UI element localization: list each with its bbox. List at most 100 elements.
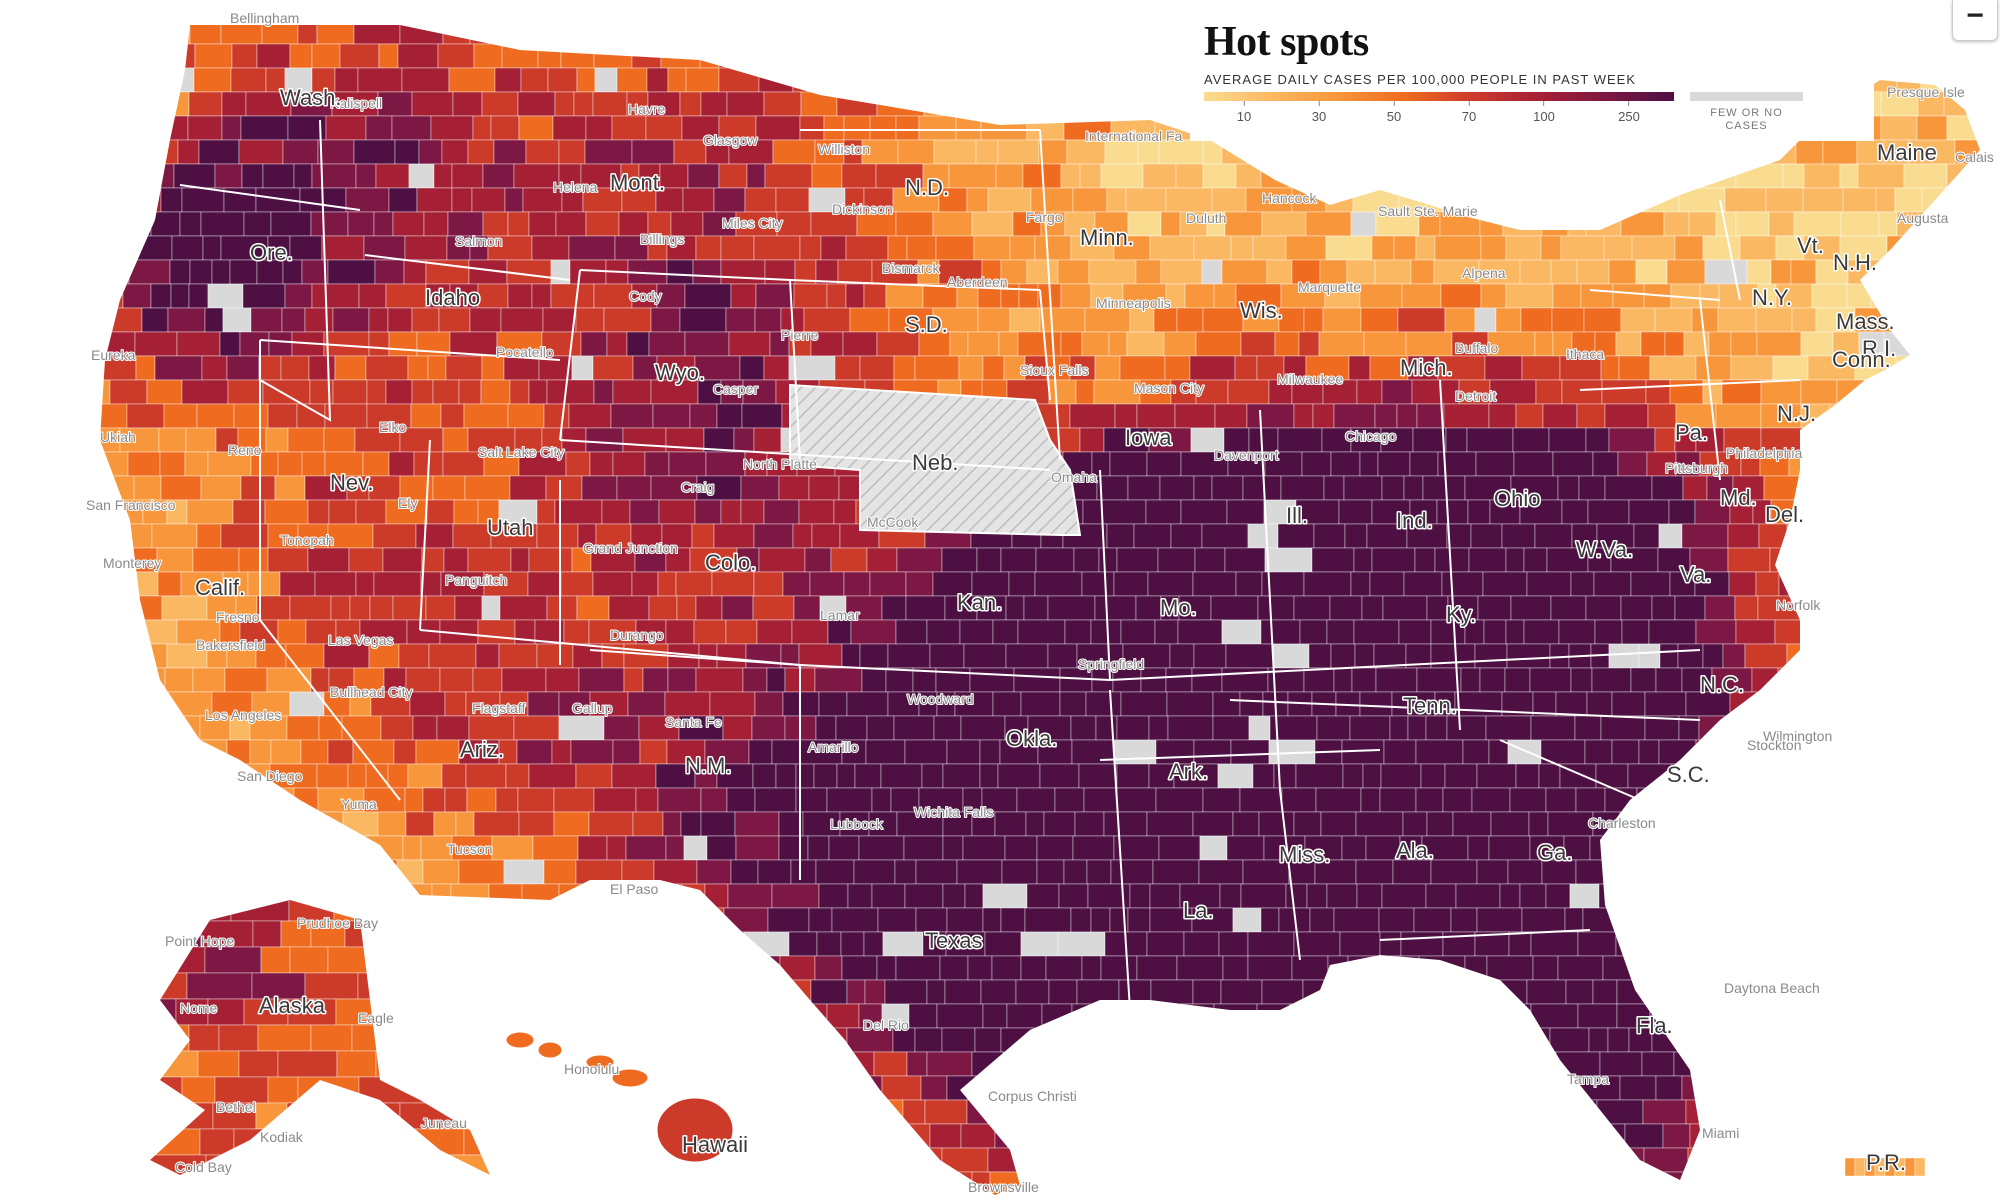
county-cell xyxy=(793,595,821,621)
county-cell xyxy=(1218,931,1249,957)
hawaii-county-fill xyxy=(505,1031,734,1163)
zoom-out-button[interactable]: − xyxy=(1952,0,1998,41)
county-cell xyxy=(1914,283,1940,309)
county-cell xyxy=(547,67,578,93)
county-cell xyxy=(631,571,659,597)
city-label: Alpena xyxy=(1462,265,1506,281)
county-cell xyxy=(733,427,755,453)
county-cell xyxy=(1024,1147,1047,1173)
county-cell xyxy=(863,187,894,213)
borough-cell xyxy=(200,920,254,948)
county-cell xyxy=(1740,1147,1784,1173)
hawaii-island xyxy=(611,1068,649,1088)
county-cell xyxy=(1245,187,1293,213)
county-cell xyxy=(1116,715,1150,741)
county-cell xyxy=(593,379,614,405)
city-label: Wichita Falls xyxy=(914,804,993,820)
county-cell xyxy=(277,451,303,477)
county-cell xyxy=(837,67,872,93)
county-cell xyxy=(1802,1123,1837,1149)
county-cell xyxy=(720,499,742,525)
county-cell xyxy=(1281,787,1317,813)
county-cell xyxy=(120,955,151,981)
county-cell xyxy=(1420,763,1446,789)
state-label: Utah xyxy=(487,515,533,540)
county-cell xyxy=(1640,331,1666,357)
county-cell xyxy=(1512,427,1550,453)
county-cell xyxy=(240,475,276,501)
county-cell xyxy=(1608,427,1656,453)
county-cell xyxy=(1909,427,1939,453)
county-cell xyxy=(1383,739,1417,765)
county-cell xyxy=(1303,571,1352,597)
county-cell xyxy=(1320,139,1353,165)
county-cell xyxy=(192,547,240,573)
county-cell xyxy=(1516,187,1536,213)
county-cell xyxy=(483,451,520,477)
county-cell xyxy=(926,619,961,645)
county-cell xyxy=(1675,403,1717,429)
county-cell xyxy=(608,595,650,621)
county-cell xyxy=(728,331,771,357)
county-cell xyxy=(956,25,984,45)
county-cell xyxy=(1289,1003,1331,1029)
county-cell xyxy=(164,667,194,693)
county-cell xyxy=(1786,523,1819,549)
county-cell xyxy=(1730,331,1758,357)
county-cell xyxy=(1508,931,1532,957)
county-cell xyxy=(841,739,867,765)
county-cell xyxy=(1868,1003,1894,1029)
county-cell xyxy=(1444,307,1476,333)
county-cell xyxy=(1686,907,1723,933)
county-cell xyxy=(1455,163,1497,189)
county-cell xyxy=(1871,787,1910,813)
county-cell xyxy=(1988,644,2000,668)
county-cell xyxy=(376,1171,398,1195)
county-cell xyxy=(1430,643,1476,669)
county-cell xyxy=(144,907,183,933)
city-label: Hancock xyxy=(1262,190,1317,206)
county-cell xyxy=(1793,811,1813,837)
county-cell xyxy=(442,1027,484,1053)
county-cell xyxy=(1635,907,1658,933)
county-cell xyxy=(177,139,200,165)
county-cell xyxy=(1155,1147,1182,1173)
county-cell xyxy=(464,979,488,1005)
county-cell xyxy=(798,643,843,669)
county-cell xyxy=(815,715,837,741)
county-cell xyxy=(463,403,509,429)
county-cell xyxy=(607,25,630,45)
county-cell xyxy=(1039,307,1086,333)
county-cell xyxy=(562,1003,589,1029)
county-cell xyxy=(660,43,701,69)
county-cell xyxy=(700,787,728,813)
state-border xyxy=(419,629,801,666)
county-cell xyxy=(572,1147,600,1173)
county-cell xyxy=(330,595,351,621)
county-cell xyxy=(982,907,1002,933)
county-cell xyxy=(1343,1027,1381,1053)
county-cell xyxy=(391,115,432,141)
county-cell xyxy=(974,1027,1002,1053)
county-cell xyxy=(250,451,279,477)
county-cell xyxy=(1596,1099,1644,1125)
state-label: Calif. xyxy=(195,575,245,600)
county-cell xyxy=(438,307,471,333)
county-cell xyxy=(1106,187,1127,213)
county-cell xyxy=(1888,715,1937,741)
county-cell xyxy=(724,979,754,1005)
county-cell xyxy=(1937,427,1959,453)
county-cell xyxy=(1801,667,1822,693)
county-cell xyxy=(1149,883,1181,909)
county-cell xyxy=(258,355,282,381)
borough-cell xyxy=(396,1154,444,1175)
county-cell xyxy=(1499,883,1521,909)
city-label: Ukiah xyxy=(100,429,136,445)
county-cell xyxy=(887,235,908,261)
county-cell xyxy=(1739,235,1777,261)
county-cell xyxy=(1195,331,1242,357)
county-cell xyxy=(691,523,715,549)
county-cell xyxy=(1126,331,1165,357)
state-border xyxy=(559,439,1051,471)
county-cell xyxy=(1708,859,1756,885)
